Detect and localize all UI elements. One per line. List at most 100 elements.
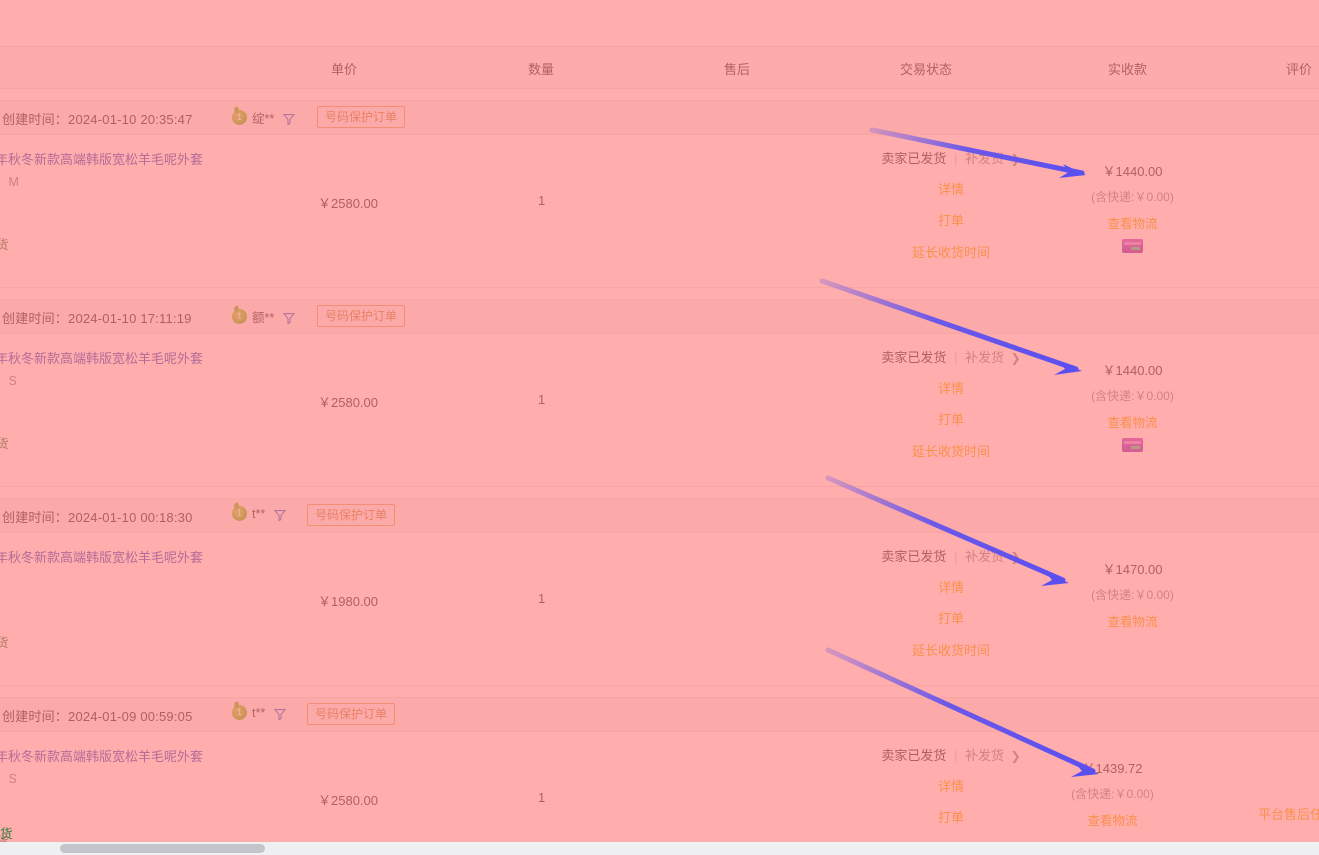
buyer-name[interactable]: 绽** [252, 112, 275, 126]
product-title[interactable]: 年秋冬新款高端韩版宽松羊毛呢外套 [0, 749, 204, 764]
cell-rating[interactable]: 平台售后任 [1258, 807, 1319, 822]
view-logistics-link[interactable]: 查看物流 [1107, 615, 1158, 629]
detail-link[interactable]: 详情 [937, 381, 964, 396]
cell-trade-status: 卖家已发货 | 补发货 ❯ 详情 打单 延长收货时间 [856, 148, 1046, 261]
created-time-label: 创建时间： [2, 311, 69, 326]
product-title[interactable]: 年秋冬新款高端韩版宽松羊毛呢外套 [0, 550, 204, 565]
buyer-name[interactable]: t** [252, 705, 266, 720]
print-order-link[interactable]: 打单 [937, 810, 964, 825]
print-order-link[interactable]: 打单 [937, 611, 964, 626]
funnel-icon[interactable] [274, 708, 287, 720]
buyer-info[interactable]: 1 额** [232, 307, 296, 326]
view-logistics-link[interactable]: 查看物流 [1107, 416, 1158, 430]
order-header: 创建时间：2024-01-10 20:35:47 1 绽** 号码保护订单 [0, 101, 1319, 135]
order-created-time: 创建时间：2024-01-09 00:59:05 [2, 706, 193, 725]
status-text: 卖家已发货 [881, 350, 947, 365]
view-logistics-link[interactable]: 查看物流 [1087, 814, 1138, 828]
cell-unit-price: ￥2580.00 [318, 793, 378, 808]
order-row: 创建时间：2024-01-10 00:18:30 1 t** 号码保护订单 年秋… [0, 498, 1319, 686]
funnel-icon[interactable] [283, 312, 296, 324]
order-row: 创建时间：2024-01-10 17:11:19 1 额** 号码保护订单 年秋… [0, 299, 1319, 487]
reship-link[interactable]: 补发货 [964, 549, 1004, 564]
number-protection-badge: 号码保护订单 [317, 305, 406, 327]
cell-quantity: 1 [538, 193, 546, 208]
order-body: 年秋冬新款高端韩版宽松羊毛呢外套 ：S 货 ￥2580.00 1 卖家已发货 |… [0, 732, 1319, 855]
column-header-rating: 评价 [1286, 62, 1313, 77]
buyer-info[interactable]: 1 绽** [232, 108, 296, 127]
funnel-icon[interactable] [274, 509, 287, 521]
status-text: 卖家已发货 [881, 151, 947, 166]
scroll-left-fragment: 货 [0, 827, 13, 841]
status-line: 卖家已发货 | 补发货 ❯ [856, 546, 1046, 565]
extend-receipt-link[interactable]: 延长收货时间 [911, 245, 990, 260]
order-tail-note: 货 [0, 636, 9, 650]
order-header: 创建时间：2024-01-09 00:59:05 1 t** 号码保护订单 [0, 698, 1319, 732]
view-logistics-link[interactable]: 查看物流 [1107, 217, 1158, 231]
product-title[interactable]: 年秋冬新款高端韩版宽松羊毛呢外套 [0, 351, 204, 366]
status-separator: | [953, 151, 958, 166]
product-spec: ：S [0, 374, 17, 388]
cell-trade-status: 卖家已发货 | 补发货 ❯ 详情 打单 延长收货时间 [856, 745, 1046, 855]
order-tail-note: 货 [0, 437, 9, 451]
buyer-name[interactable]: 额** [252, 311, 275, 325]
product-spec: ：S [0, 772, 17, 786]
number-protection-badge: 号码保护订单 [317, 106, 406, 128]
order-created-time: 创建时间：2024-01-10 00:18:30 [2, 507, 193, 526]
detail-link[interactable]: 详情 [937, 580, 964, 595]
cell-paid-amount: ￥1439.72 (含快递:￥0.00) 查看物流 [1035, 758, 1190, 829]
order-body: 年秋冬新款高端韩版宽松羊毛呢外套 ：S 货 ￥2580.00 1 卖家已发货 |… [0, 334, 1319, 486]
cell-unit-price: ￥1980.00 [318, 594, 378, 609]
created-time-value: 2024-01-10 17:11:19 [68, 311, 192, 326]
horizontal-scrollbar-thumb[interactable] [60, 844, 265, 853]
detail-link[interactable]: 详情 [937, 182, 964, 197]
paid-amount-value: ￥1470.00 [1102, 562, 1163, 577]
reship-link[interactable]: 补发货 [964, 151, 1004, 166]
status-line: 卖家已发货 | 补发货 ❯ [856, 347, 1046, 366]
order-created-time: 创建时间：2024-01-10 17:11:19 [2, 308, 192, 327]
chevron-right-icon[interactable]: ❯ [1010, 550, 1021, 564]
status-separator: | [953, 350, 958, 365]
chevron-right-icon[interactable]: ❯ [1010, 152, 1021, 166]
created-time-label: 创建时间： [2, 112, 69, 127]
reship-link[interactable]: 补发货 [964, 748, 1004, 763]
created-time-label: 创建时间： [2, 510, 69, 525]
horizontal-scrollbar[interactable] [0, 842, 1319, 855]
order-header: 创建时间：2024-01-10 17:11:19 1 额** 号码保护订单 [0, 300, 1319, 334]
print-order-link[interactable]: 打单 [937, 213, 964, 228]
product-title[interactable]: 年秋冬新款高端韩版宽松羊毛呢外套 [0, 152, 204, 167]
order-row: 创建时间：2024-01-10 20:35:47 1 绽** 号码保护订单 年秋… [0, 100, 1319, 288]
chevron-right-icon[interactable]: ❯ [1010, 749, 1021, 763]
payment-card-icon [1122, 438, 1143, 452]
product-spec: ：M [0, 175, 19, 189]
status-line: 卖家已发货 | 补发货 ❯ [856, 148, 1046, 167]
cell-paid-amount: ￥1440.00 (含快递:￥0.00) 查看物流 [1055, 161, 1210, 256]
buyer-info[interactable]: 1 t** [232, 506, 287, 521]
buyer-avatar-icon: 1 [232, 309, 247, 324]
freight-note: (含快递:￥0.00) [1071, 787, 1154, 801]
extend-receipt-link[interactable]: 延长收货时间 [911, 444, 990, 459]
order-tail-note: 货 [0, 238, 9, 252]
paid-amount-value: ￥1440.00 [1102, 164, 1163, 179]
detail-link[interactable]: 详情 [937, 779, 964, 794]
cell-unit-price: ￥2580.00 [318, 196, 378, 211]
cell-paid-amount: ￥1440.00 (含快递:￥0.00) 查看物流 [1055, 360, 1210, 455]
freight-note: (含快递:￥0.00) [1091, 389, 1174, 403]
print-order-link[interactable]: 打单 [937, 412, 964, 427]
cell-quantity: 1 [538, 392, 546, 407]
number-protection-badge: 号码保护订单 [307, 703, 396, 725]
buyer-info[interactable]: 1 t** [232, 705, 287, 720]
column-header-quantity: 数量 [528, 62, 555, 77]
buyer-name[interactable]: t** [252, 506, 266, 521]
order-created-time: 创建时间：2024-01-10 20:35:47 [2, 109, 193, 128]
freight-note: (含快递:￥0.00) [1091, 190, 1174, 204]
order-body: 年秋冬新款高端韩版宽松羊毛呢外套 ：M 货 ￥2580.00 1 卖家已发货 |… [0, 135, 1319, 287]
extend-receipt-link[interactable]: 延长收货时间 [911, 643, 990, 658]
chevron-right-icon[interactable]: ❯ [1010, 351, 1021, 365]
status-separator: | [953, 549, 958, 564]
reship-link[interactable]: 补发货 [964, 350, 1004, 365]
cell-quantity: 1 [538, 591, 546, 606]
order-row: 创建时间：2024-01-09 00:59:05 1 t** 号码保护订单 年秋… [0, 697, 1319, 855]
funnel-icon[interactable] [283, 113, 296, 125]
buyer-avatar-icon: 1 [232, 705, 247, 720]
